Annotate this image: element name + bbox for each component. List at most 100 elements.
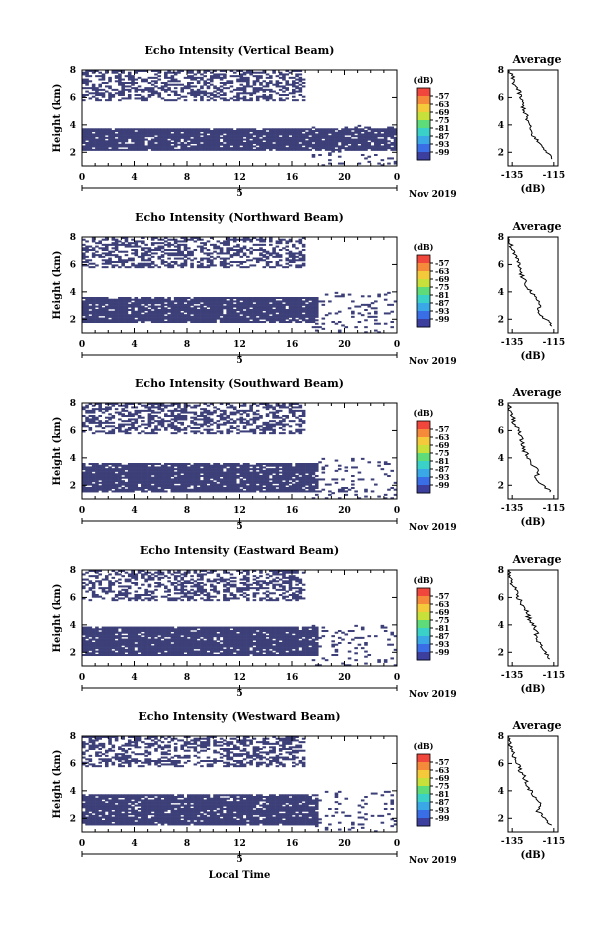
echo-cell [265, 317, 270, 320]
echo-cell [157, 257, 162, 260]
echo-cell [216, 490, 221, 493]
echo-cell [104, 406, 109, 409]
echo-cell [127, 473, 132, 476]
echo-cell [85, 128, 89, 131]
echo-cell [269, 420, 273, 423]
echo-cell [141, 310, 145, 313]
echo-cell [134, 145, 139, 148]
echo-cell [239, 321, 244, 324]
echo-cell [134, 94, 139, 97]
echo-cell [239, 142, 244, 145]
echo-cell [295, 300, 299, 303]
echo-cell [226, 321, 230, 324]
echo-cell [370, 147, 375, 150]
echo-cell [265, 487, 270, 490]
echo-cell [242, 80, 247, 83]
echo-cell [226, 148, 230, 151]
echo-cell [203, 421, 207, 424]
echo-cell [262, 487, 267, 490]
echo-cell [275, 310, 280, 313]
echo-cell [249, 97, 253, 100]
echo-cell [344, 128, 349, 131]
echo-cell [98, 305, 102, 308]
echo-cell [173, 476, 178, 479]
echo-cell [226, 252, 230, 255]
echo-cell [305, 142, 309, 145]
echo-cell [223, 298, 227, 301]
echo-cell [144, 319, 148, 322]
echo-cell [127, 478, 132, 481]
echo-cell [95, 490, 99, 493]
echo-cell [111, 298, 116, 301]
echo-cell [265, 481, 270, 484]
echo-cell [203, 147, 207, 150]
echo-cell [88, 427, 93, 430]
echo-cell [223, 135, 227, 138]
echo-cell [111, 133, 116, 136]
echo-cell [236, 249, 240, 252]
echo-cell [232, 238, 237, 241]
echo-cell [226, 99, 230, 102]
echo-cell [108, 425, 112, 428]
echo-cell [160, 250, 165, 253]
echo-cell [121, 480, 125, 483]
echo-cell [127, 315, 132, 318]
echo-cell [269, 130, 273, 133]
echo-cell [101, 75, 106, 78]
echo-cell [183, 310, 188, 313]
echo-cell [301, 243, 306, 246]
echo-cell [170, 466, 175, 469]
echo-cell [292, 99, 296, 102]
echo-cell [170, 481, 175, 484]
echo-cell [154, 483, 158, 486]
echo-cell [262, 315, 267, 318]
echo-cell [255, 135, 260, 138]
echo-cell [104, 315, 109, 318]
echo-cell [157, 302, 162, 305]
echo-cell [288, 254, 293, 257]
echo-cell [272, 138, 276, 141]
echo-cell [324, 135, 329, 138]
echo-cell [95, 478, 99, 481]
echo-cell [206, 416, 211, 419]
echo-cell [239, 418, 244, 421]
echo-cell [324, 140, 329, 143]
echo-cell [269, 80, 273, 83]
echo-cell [98, 478, 102, 481]
echo-cell [104, 71, 109, 74]
echo-cell [229, 303, 234, 306]
echo-cell [344, 130, 349, 133]
echo-cell [275, 317, 280, 320]
echo-cell [200, 487, 204, 490]
echo-cell [154, 427, 158, 430]
echo-cell [206, 305, 211, 308]
echo-cell [269, 473, 273, 476]
echo-cell [154, 476, 158, 479]
echo-cell [255, 243, 260, 246]
echo-cell [88, 481, 93, 484]
echo-cell [124, 259, 129, 262]
echo-cell [85, 300, 89, 303]
echo-cell [305, 133, 309, 136]
echo-cell [249, 473, 253, 476]
echo-cell [180, 418, 185, 421]
echo-cell [226, 416, 230, 419]
echo-cell [141, 145, 145, 148]
echo-cell [337, 331, 342, 334]
average-profile-line [507, 69, 553, 160]
echo-cell [160, 148, 165, 151]
echo-cell [226, 307, 230, 310]
echo-cell [108, 302, 112, 305]
echo-cell [134, 138, 139, 141]
echo-cell [351, 310, 355, 313]
echo-cell [377, 135, 381, 138]
echo-cell [190, 406, 194, 409]
echo-cell [259, 71, 263, 74]
echo-cell [98, 145, 102, 148]
echo-cell [131, 245, 135, 248]
echo-cell [98, 421, 102, 424]
echo-cell [167, 478, 171, 481]
echo-cell [177, 80, 181, 83]
echo-cell [265, 298, 270, 301]
echo-cell [236, 78, 240, 81]
